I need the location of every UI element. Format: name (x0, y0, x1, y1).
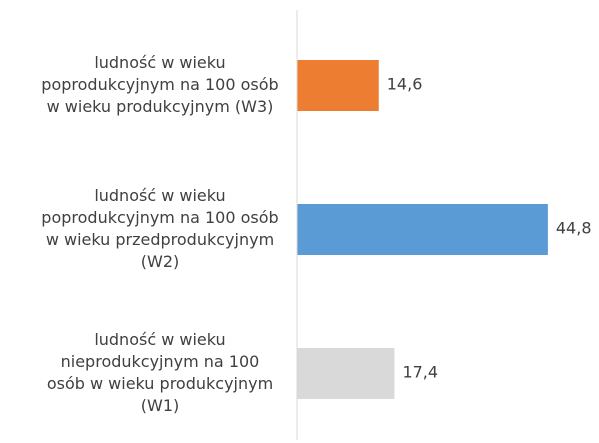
category-label: ludność w wieku nieprodukcyjnym na 100 o… (46, 330, 274, 415)
bar (297, 348, 395, 399)
category-label: ludność w wieku poprodukcyjnym na 100 os… (41, 186, 279, 271)
category-label: ludność w wieku poprodukcyjnym na 100 os… (41, 53, 279, 116)
data-label: 14,6 (387, 75, 423, 94)
bar (297, 60, 379, 111)
data-label: 17,4 (402, 363, 438, 382)
bar (297, 204, 548, 255)
data-label: 44,8 (556, 219, 592, 238)
